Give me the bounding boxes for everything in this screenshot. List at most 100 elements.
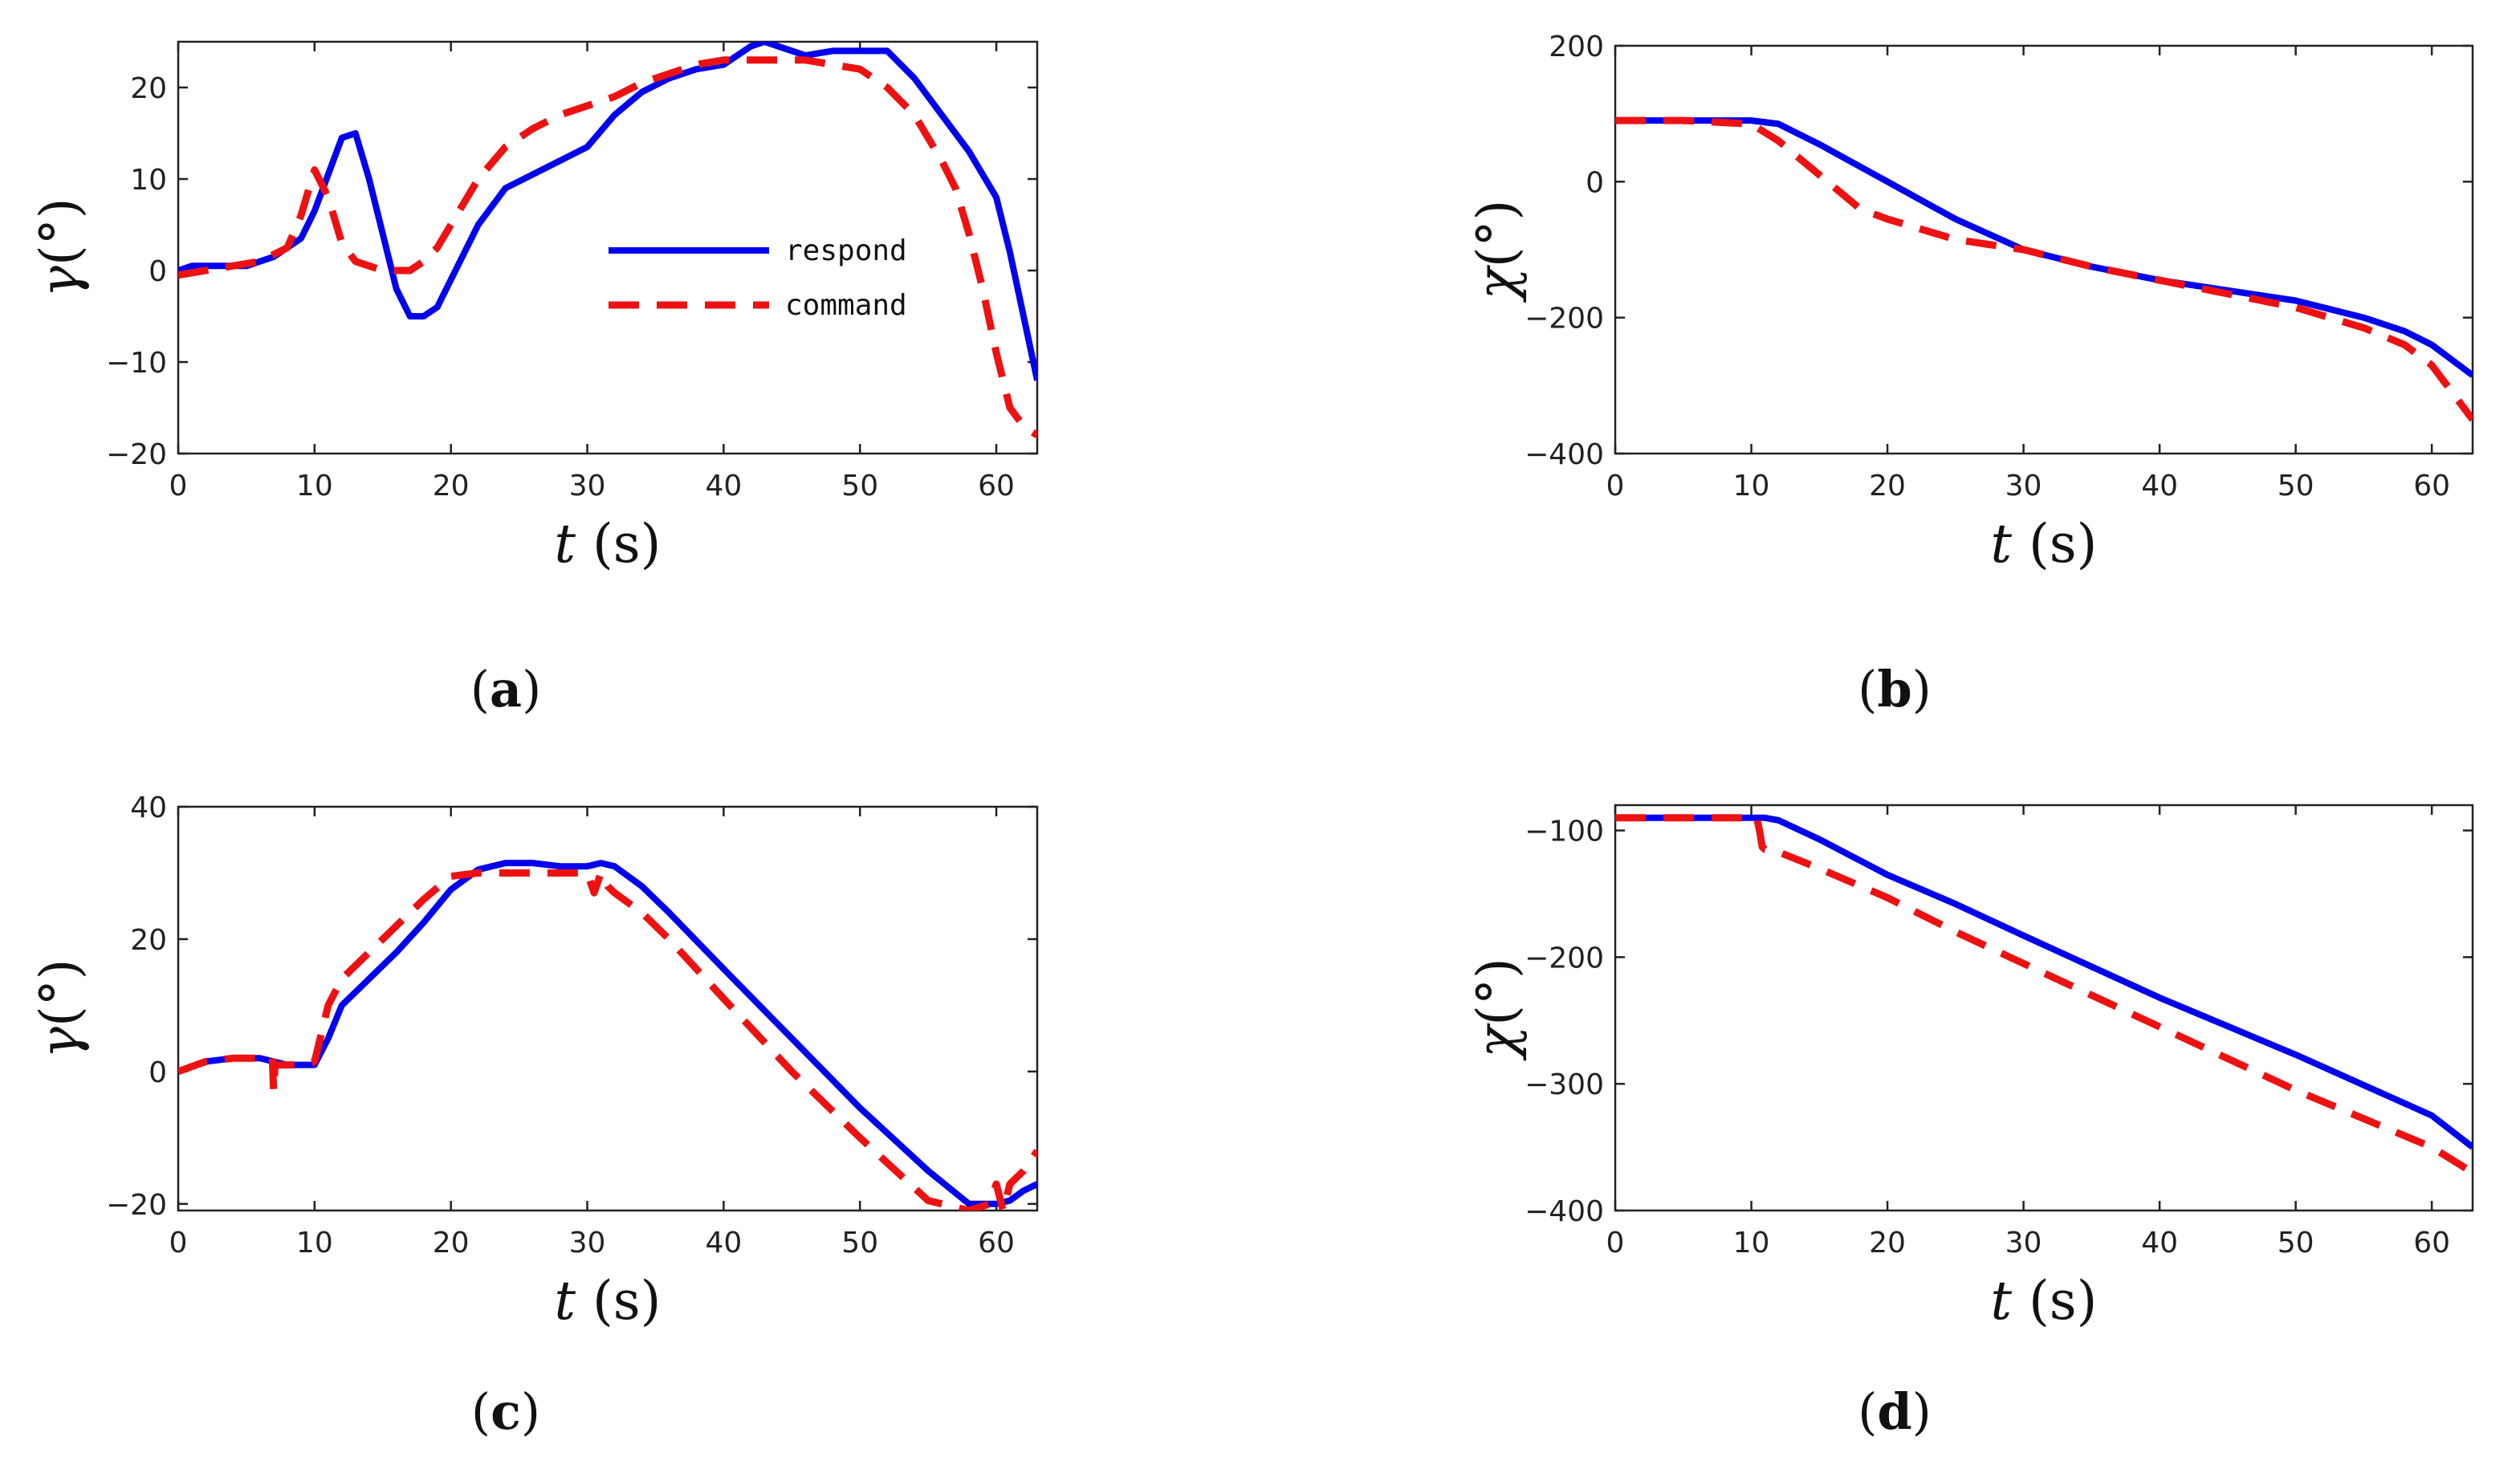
x-tick-label: 30 <box>569 470 606 503</box>
caption-letter: a <box>490 660 522 718</box>
x-tick-label: 40 <box>705 470 742 503</box>
x-axis-variable: t <box>555 1270 576 1332</box>
x-tick-label: 0 <box>1606 1227 1625 1259</box>
y-tick-label: 40 <box>130 791 167 824</box>
y-tick-label: −200 <box>1525 303 1604 336</box>
x-tick-label: 40 <box>705 1227 742 1259</box>
caption-open-paren: ( <box>1858 660 1877 718</box>
y-tick-label: 0 <box>1586 166 1604 199</box>
x-axis-label: t (s) <box>1991 513 2098 575</box>
y-tick-label: −200 <box>1525 942 1604 975</box>
axes-box <box>1614 44 2474 455</box>
x-axis-variable: t <box>555 513 576 575</box>
subplot-caption: (d) <box>1858 1382 1932 1441</box>
y-axis-variable: γ <box>29 265 91 297</box>
x-tick-label: 0 <box>1606 470 1625 503</box>
y-tick-label: 200 <box>1549 31 1604 63</box>
x-tick-label: 50 <box>841 470 878 503</box>
x-tick-label: 0 <box>169 1227 188 1259</box>
subplot-a: 0 10 20 30 40 50 60 −20 −10 0 10 20 t (s) γ(°) (a) resp… <box>29 40 1039 718</box>
x-tick-label: 30 <box>2005 1227 2042 1259</box>
x-axis-unit: (s) <box>576 513 661 575</box>
y-axis-variable: χ <box>1466 264 1528 303</box>
series-command-line <box>1615 116 2473 422</box>
axes-box <box>177 40 1039 455</box>
x-tick-label: 10 <box>1733 470 1770 503</box>
y-tick-label: 0 <box>149 255 167 288</box>
y-tick-label: 20 <box>130 924 167 957</box>
y-tick-label: 20 <box>130 72 167 105</box>
x-tick-label: 60 <box>2413 470 2450 503</box>
y-tick-label: −20 <box>106 1189 167 1222</box>
legend-respond-label: respond <box>785 234 907 267</box>
y-tick-label: −400 <box>1525 438 1604 471</box>
x-axis-unit: (s) <box>2012 513 2097 575</box>
caption-open-paren: ( <box>470 660 490 718</box>
x-tick-label: 20 <box>1869 1227 1906 1259</box>
series-command-line <box>178 869 1037 1211</box>
x-axis-unit: (s) <box>576 1270 661 1332</box>
x-tick-label: 40 <box>2141 1227 2178 1259</box>
series-respond-line <box>1615 117 2473 378</box>
x-axis-label: t (s) <box>555 1270 662 1332</box>
series-respond-line <box>178 42 1037 381</box>
y-axis-variable: γ <box>29 1026 91 1058</box>
x-tick-label: 20 <box>1869 470 1906 503</box>
caption-letter: d <box>1877 1382 1911 1441</box>
x-tick-label: 10 <box>296 470 333 503</box>
subplot-d: 0 10 20 30 40 50 60 −400 −300 −200 −100 t (s) χ(°) (d… <box>1466 804 2474 1441</box>
axes-box <box>177 805 1039 1212</box>
caption-close-paren: ) <box>1912 660 1932 718</box>
x-tick-label: 50 <box>841 1227 878 1259</box>
y-axis-label: χ(°) <box>1466 958 1528 1061</box>
series-respond-line <box>178 860 1037 1207</box>
y-tick-label: 10 <box>130 164 167 197</box>
x-tick-label: 60 <box>2413 1227 2450 1259</box>
caption-close-paren: ) <box>521 1382 540 1441</box>
x-tick-label: 10 <box>296 1227 333 1259</box>
subplot-b: 0 10 20 30 40 50 60 −400 −200 0 200 t (s) χ(°) (b) <box>1466 31 2474 718</box>
subplot-caption: (c) <box>471 1382 540 1441</box>
axes-box <box>1614 804 2474 1212</box>
y-tick-label: −400 <box>1525 1195 1604 1228</box>
x-tick-label: 30 <box>569 1227 606 1259</box>
x-tick-label: 20 <box>433 470 470 503</box>
series-respond-line <box>1615 814 2473 1150</box>
x-tick-label: 50 <box>2278 1227 2314 1259</box>
caption-close-paren: ) <box>1912 1382 1932 1441</box>
x-tick-label: 60 <box>978 470 1015 503</box>
x-tick-label: 0 <box>169 470 188 503</box>
x-tick-label: 50 <box>2278 470 2314 503</box>
legend: respond command <box>609 234 907 322</box>
x-tick-label: 30 <box>2005 470 2042 503</box>
caption-close-paren: ) <box>522 660 541 718</box>
caption-open-paren: ( <box>471 1382 491 1441</box>
y-tick-label: −100 <box>1525 816 1604 848</box>
subplot-caption: (b) <box>1858 660 1932 718</box>
y-tick-label: −20 <box>106 438 167 471</box>
series-command-line <box>178 56 1037 438</box>
x-axis-variable: t <box>1991 1270 2013 1332</box>
legend-command-label: command <box>785 289 907 322</box>
subplot-caption: (a) <box>470 660 542 718</box>
y-tick-label: −10 <box>106 347 167 380</box>
series-command-line <box>1615 814 2473 1176</box>
x-tick-label: 40 <box>2141 470 2178 503</box>
y-axis-label: χ(°) <box>1466 200 1528 303</box>
x-tick-label: 20 <box>433 1227 470 1259</box>
x-tick-label: 10 <box>1733 1227 1770 1259</box>
y-axis-unit: (°) <box>29 959 91 1027</box>
y-axis-unit: (°) <box>29 198 91 267</box>
caption-letter: c <box>491 1382 521 1441</box>
caption-letter: b <box>1877 660 1911 718</box>
y-axis-unit: (°) <box>1466 200 1528 268</box>
y-tick-label: −300 <box>1525 1068 1604 1101</box>
x-axis-label: t (s) <box>555 513 662 575</box>
y-tick-label: 0 <box>149 1056 167 1089</box>
y-axis-label: γ(°) <box>29 959 91 1059</box>
x-axis-variable: t <box>1991 513 2013 575</box>
y-axis-variable: χ <box>1466 1023 1528 1061</box>
x-axis-unit: (s) <box>2012 1270 2097 1332</box>
